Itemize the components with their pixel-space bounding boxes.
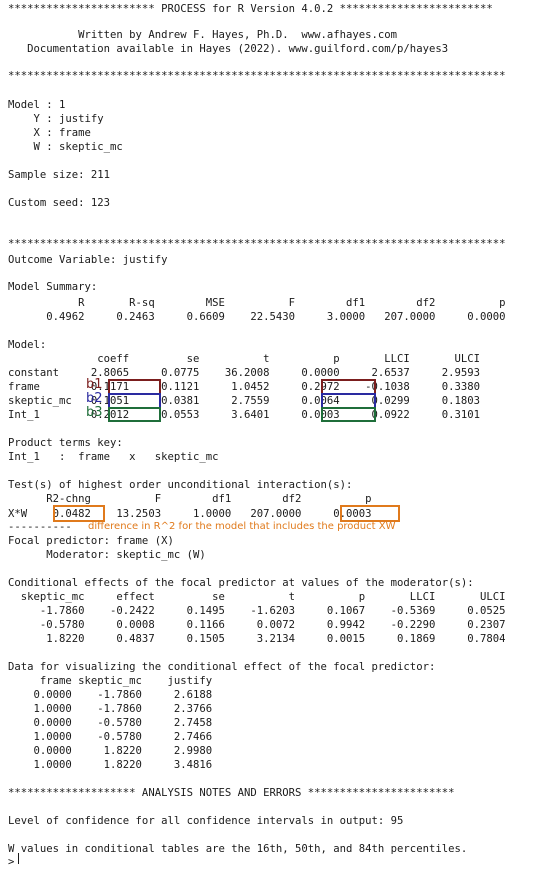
b3-label: b3 — [86, 405, 103, 420]
rule-line: ****************************************… — [8, 70, 506, 82]
coef-table-title: Model: — [8, 339, 47, 351]
conditional-title: Conditional effects of the focal predict… — [8, 577, 474, 589]
table-row: 1.0000 1.8220 3.4816 — [8, 759, 213, 771]
visualize-title: Data for visualizing the conditional eff… — [8, 661, 436, 673]
table-row: Int_1 0.2012 0.0553 3.6401 0.0003 0.0922… — [8, 409, 480, 421]
notes-rule: ******************** ANALYSIS NOTES AND … — [8, 787, 455, 799]
table-row: 0.0000 1.8220 2.9980 — [8, 745, 213, 757]
b3-coeff-highlight — [108, 407, 161, 422]
text-cursor — [18, 853, 19, 864]
table-row: 1.0000 -0.5780 2.7466 — [8, 731, 213, 743]
r2-annotation: difference in R^2 for the model that inc… — [88, 521, 396, 532]
model-summary-title: Model Summary: — [8, 281, 98, 293]
moderator: Moderator: skeptic_mc (W) — [8, 549, 206, 561]
table-row: 1.0000 -1.7860 2.3766 — [8, 703, 213, 715]
interaction-p-highlight — [340, 505, 400, 522]
header-rule: *********************** PROCESS for R Ve… — [8, 3, 493, 15]
table-row: frame 0.1171 0.1121 1.0452 0.2972 -0.103… — [8, 381, 480, 393]
table-row: 0.0000 -1.7860 2.6188 — [8, 689, 213, 701]
b3-p-highlight — [321, 407, 376, 422]
model-w: W : skeptic_mc — [8, 141, 123, 153]
visualize-header: frame skeptic_mc justify — [8, 675, 213, 687]
product-key-row: Int_1 : frame x skeptic_mc — [8, 451, 219, 463]
r2-change-highlight — [53, 505, 105, 522]
confidence-note: Level of confidence for all confidence i… — [8, 815, 404, 827]
focal-predictor: Focal predictor: frame (X) — [8, 535, 174, 547]
table-row: 0.0000 -0.5780 2.7458 — [8, 717, 213, 729]
interaction-test-header: R2-chng F df1 df2 p — [8, 493, 372, 505]
model-summary-header: R R-sq MSE F df1 df2 p — [8, 297, 506, 309]
table-row: constant 2.8065 0.0775 36.2008 0.0000 2.… — [8, 367, 480, 379]
table-row: -0.5780 0.0008 0.1166 0.0072 0.9942 -0.2… — [8, 619, 506, 631]
conditional-header: skeptic_mc effect se t p LLCI ULCI — [8, 591, 506, 603]
documentation-line: Documentation available in Hayes (2022).… — [8, 43, 449, 55]
model-summary-row: 0.4962 0.2463 0.6609 22.5430 3.0000 207.… — [8, 311, 506, 323]
sample-size: Sample size: 211 — [8, 169, 111, 181]
product-key-title: Product terms key: — [8, 437, 123, 449]
custom-seed: Custom seed: 123 — [8, 197, 111, 209]
outcome-variable: Outcome Variable: justify — [8, 254, 168, 266]
interaction-test-row: X*W 0.0482 13.2503 1.0000 207.0000 0.000… — [8, 508, 372, 520]
dashes: ---------- — [8, 521, 72, 533]
author-line: Written by Andrew F. Hayes, Ph.D. www.af… — [8, 29, 398, 41]
model-number: Model : 1 — [8, 99, 66, 111]
b2-label: b2 — [86, 391, 103, 406]
model-x: X : frame — [8, 127, 91, 139]
model-y: Y : justify — [8, 113, 104, 125]
interaction-test-title: Test(s) of highest order unconditional i… — [8, 479, 353, 491]
w-values-note: W values in conditional tables are the 1… — [8, 843, 468, 855]
table-row: 1.8220 0.4837 0.1505 3.2134 0.0015 0.186… — [8, 633, 506, 645]
table-row: -1.7860 -0.2422 0.1495 -1.6203 0.1067 -0… — [8, 605, 506, 617]
table-row: skeptic_mc 0.1051 0.0381 2.7559 0.0064 0… — [8, 395, 480, 407]
console-prompt[interactable]: > — [8, 856, 15, 868]
b1-label: b1 — [86, 377, 103, 392]
coef-table-header: coeff se t p LLCI ULCI — [8, 353, 480, 365]
rule-line: ****************************************… — [8, 238, 506, 250]
